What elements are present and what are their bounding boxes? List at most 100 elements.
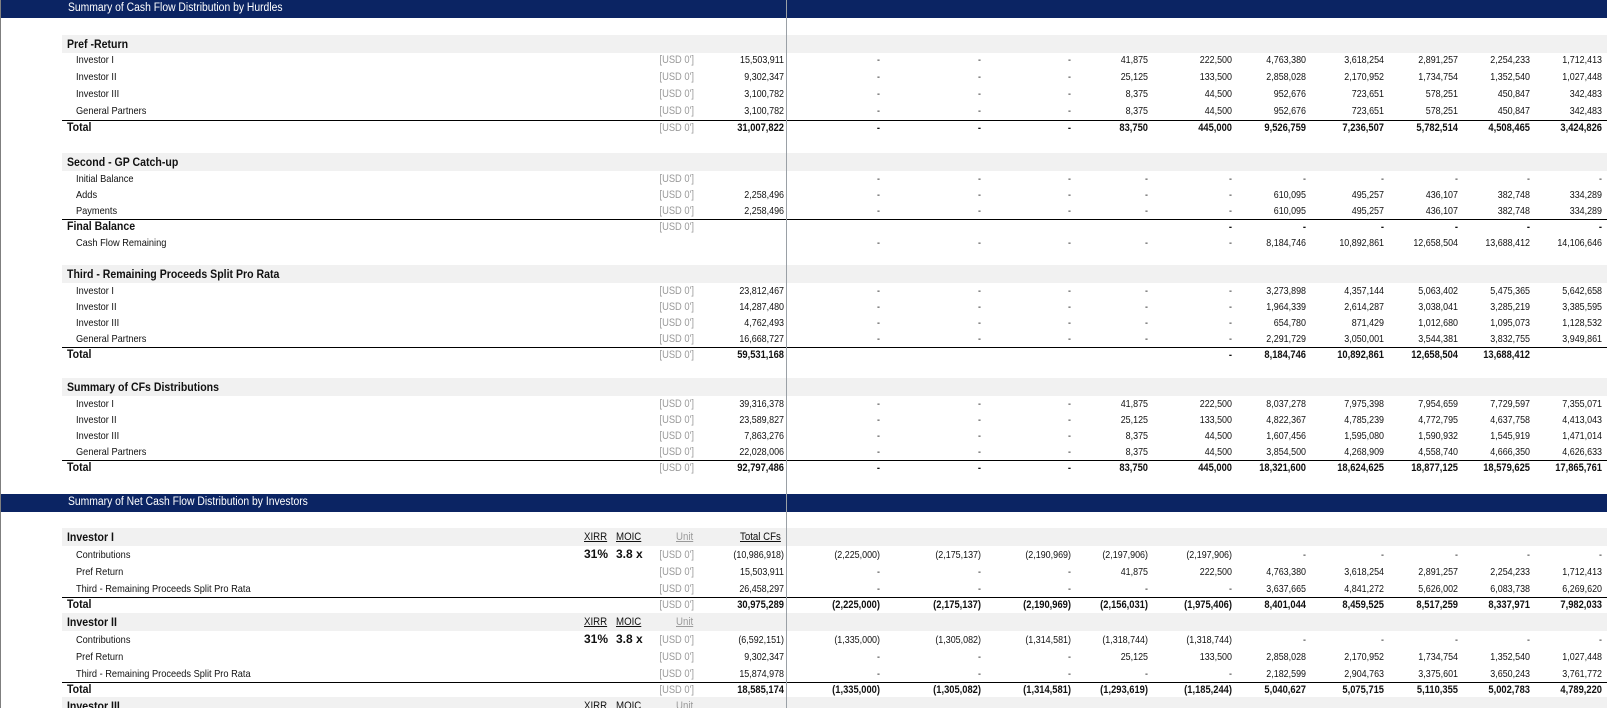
value-cell[interactable]: 952,676 [1273, 105, 1306, 117]
moic-value[interactable]: 3.8 x [616, 547, 643, 561]
value-cell[interactable]: - [977, 462, 981, 474]
value-cell[interactable]: (1,305,082) [933, 684, 981, 696]
value-cell[interactable]: 1,128,532 [1562, 317, 1602, 329]
value-cell[interactable]: - [877, 173, 880, 185]
value-cell[interactable]: 7,975,398 [1344, 398, 1384, 410]
row-label[interactable]: Contributions [76, 549, 131, 561]
value-cell[interactable]: 1,027,448 [1562, 651, 1602, 663]
value-cell[interactable]: - [1229, 237, 1232, 249]
value-cell[interactable]: (1,314,581) [1023, 684, 1071, 696]
value-cell[interactable]: 495,257 [1351, 189, 1384, 201]
value-cell[interactable]: 5,110,355 [1416, 684, 1458, 696]
unit-cell[interactable]: [USD 0'] [659, 549, 694, 561]
value-cell[interactable]: 8,184,746 [1266, 237, 1306, 249]
value-cell[interactable]: (2,197,906) [1102, 549, 1148, 561]
value-cell[interactable]: 4,637,758 [1490, 414, 1530, 426]
row-label[interactable]: Total [67, 347, 92, 361]
unit-cell[interactable]: [USD 0'] [659, 566, 694, 578]
value-cell[interactable]: 342,483 [1569, 88, 1602, 100]
row-label[interactable]: Investor III [76, 430, 120, 442]
value-cell[interactable]: - [1067, 462, 1071, 474]
value-cell[interactable]: 44,500 [1204, 430, 1232, 442]
value-cell[interactable]: 334,289 [1569, 205, 1602, 217]
value-cell[interactable]: 41,875 [1120, 566, 1148, 578]
total-cell[interactable]: 9,302,347 [744, 71, 784, 83]
value-cell[interactable]: - [978, 237, 981, 249]
value-cell[interactable]: - [978, 105, 981, 117]
value-cell[interactable]: 8,337,971 [1488, 599, 1530, 611]
row-label[interactable]: Pref Return [76, 651, 124, 663]
value-cell[interactable]: - [1380, 221, 1384, 233]
value-cell[interactable]: - [978, 651, 981, 663]
total-cell[interactable]: 15,503,911 [739, 566, 784, 578]
row-label[interactable]: General Partners [76, 105, 147, 117]
value-cell[interactable]: (2,190,969) [1023, 599, 1071, 611]
value-cell[interactable]: 18,877,125 [1411, 462, 1458, 474]
value-cell[interactable]: 1,095,073 [1490, 317, 1530, 329]
value-cell[interactable]: 7,954,659 [1418, 398, 1458, 410]
value-cell[interactable]: 4,763,380 [1266, 54, 1306, 66]
value-cell[interactable]: 3,854,500 [1266, 446, 1306, 458]
xirr-value[interactable]: 31% [584, 547, 609, 561]
value-cell[interactable]: 1,352,540 [1490, 651, 1530, 663]
value-cell[interactable]: 4,785,239 [1344, 414, 1384, 426]
row-label[interactable]: Cash Flow Remaining [76, 237, 167, 249]
freeze-pane-divider[interactable] [786, 0, 787, 708]
value-cell[interactable]: (1,314,581) [1025, 634, 1071, 646]
value-cell[interactable]: - [1068, 105, 1071, 117]
value-cell[interactable]: 18,321,600 [1259, 462, 1306, 474]
unit-cell[interactable]: [USD 0'] [659, 285, 694, 297]
unit-cell[interactable]: [USD 0'] [659, 446, 694, 458]
value-cell[interactable]: 5,002,783 [1488, 684, 1530, 696]
row-label[interactable]: Investor I [76, 54, 115, 66]
value-cell[interactable]: 44,500 [1204, 446, 1232, 458]
row-label[interactable]: Total [67, 682, 92, 696]
value-cell[interactable]: 4,357,144 [1344, 285, 1384, 297]
value-cell[interactable]: - [1599, 173, 1602, 185]
total-cell[interactable]: 14,287,480 [739, 301, 784, 313]
value-cell[interactable]: - [1068, 430, 1071, 442]
value-cell[interactable]: (2,190,969) [1025, 549, 1071, 561]
value-cell[interactable]: - [1228, 349, 1232, 361]
total-cell[interactable]: (6,592,151) [738, 634, 784, 646]
value-cell[interactable]: - [1068, 566, 1071, 578]
total-cell[interactable]: 26,458,297 [739, 583, 784, 595]
value-cell[interactable]: - [1455, 173, 1458, 185]
total-cell[interactable]: 39,316,378 [739, 398, 784, 410]
value-cell[interactable]: 382,748 [1497, 205, 1530, 217]
value-cell[interactable]: - [1303, 549, 1306, 561]
total-cell[interactable]: 2,258,496 [744, 205, 784, 217]
value-cell[interactable]: - [1067, 122, 1071, 134]
row-label[interactable]: Investor II [76, 301, 117, 313]
unit-cell[interactable]: [USD 0'] [659, 583, 694, 595]
value-cell[interactable]: 952,676 [1273, 88, 1306, 100]
value-cell[interactable]: - [1068, 398, 1071, 410]
value-cell[interactable]: 4,789,220 [1560, 684, 1602, 696]
value-cell[interactable]: 1,595,080 [1344, 430, 1384, 442]
value-cell[interactable]: 2,254,233 [1490, 54, 1530, 66]
value-cell[interactable]: - [978, 285, 981, 297]
value-cell[interactable]: 2,891,257 [1418, 54, 1458, 66]
value-cell[interactable]: 4,763,380 [1266, 566, 1306, 578]
value-cell[interactable]: - [1068, 285, 1071, 297]
value-cell[interactable]: 83,750 [1119, 122, 1148, 134]
value-cell[interactable]: (2,175,137) [933, 599, 981, 611]
value-cell[interactable]: - [1229, 583, 1232, 595]
value-cell[interactable]: 1,607,456 [1266, 430, 1306, 442]
value-cell[interactable]: - [1145, 205, 1148, 217]
value-cell[interactable]: 8,375 [1125, 105, 1148, 117]
total-cell[interactable]: 22,028,006 [739, 446, 784, 458]
value-cell[interactable]: - [877, 333, 880, 345]
value-cell[interactable]: 3,385,595 [1562, 301, 1602, 313]
total-cell[interactable]: (10,986,918) [733, 549, 784, 561]
value-cell[interactable]: - [1068, 446, 1071, 458]
value-cell[interactable]: - [876, 122, 880, 134]
row-label[interactable]: Pref Return [76, 566, 124, 578]
value-cell[interactable]: 8,375 [1125, 446, 1148, 458]
row-label[interactable]: Payments [76, 205, 118, 217]
value-cell[interactable]: 2,170,952 [1344, 71, 1384, 83]
total-cell[interactable]: 15,874,978 [739, 668, 784, 680]
value-cell[interactable]: 3,618,254 [1344, 566, 1384, 578]
value-cell[interactable]: (1,975,406) [1184, 599, 1232, 611]
total-cell[interactable]: 9,302,347 [744, 651, 784, 663]
